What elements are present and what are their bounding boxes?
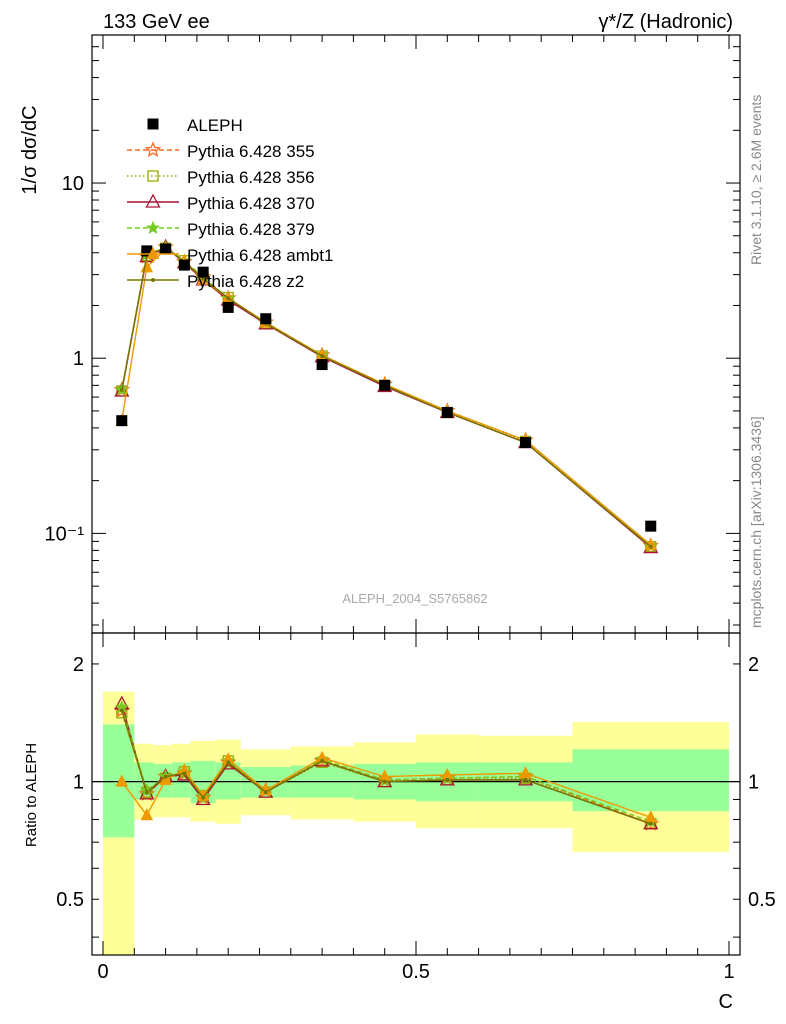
band-inner-11 <box>572 749 729 812</box>
main-ytick-label: 10 <box>62 173 84 195</box>
data-point-aleph <box>441 406 453 418</box>
ratio-uncertainty-bands <box>103 691 729 955</box>
data-point-aleph <box>260 313 272 325</box>
legend-marker-z2 <box>151 278 155 282</box>
series-line-p370 <box>121 246 652 549</box>
ratio-point-z2 <box>320 758 325 763</box>
data-point-aleph <box>116 415 128 427</box>
data-point-aleph <box>197 266 209 278</box>
series-line-p379 <box>121 246 652 547</box>
ratio-point-ambt1 <box>140 808 154 821</box>
series-point-z2 <box>648 544 653 549</box>
legend-marker-p355 <box>144 141 162 158</box>
ratio-y-axis-label: Ratio to ALEPH <box>23 743 40 847</box>
x-tick-label: 1 <box>723 961 734 983</box>
ratio-point-ambt1 <box>519 766 532 779</box>
data-point-aleph <box>160 243 172 255</box>
legend-marker-p356 <box>147 170 159 182</box>
mcplots-label: mcplots.cern.ch [arXiv:1306.3436] <box>748 416 764 628</box>
series-line-p355 <box>121 246 652 547</box>
main-ytick-label: 1 <box>73 348 84 370</box>
data-point-aleph <box>379 379 391 391</box>
watermark-analysis-id: ALEPH_2004_S5765862 <box>342 591 487 606</box>
ratio-ytick-label: 0.5 <box>56 889 84 911</box>
x-tick-label: 0.5 <box>402 961 430 983</box>
ratio-point-z2 <box>648 821 653 826</box>
ratio-panel-series <box>92 695 740 831</box>
ratio-point-z2 <box>144 790 149 795</box>
ratio-line-ambt1 <box>121 757 652 819</box>
series-point-z2 <box>320 353 325 358</box>
legend-label-p379: Pythia 6.428 379 <box>187 220 315 239</box>
series-point-z2 <box>119 387 124 392</box>
data-point-aleph <box>222 301 234 313</box>
legend-marker-ambt1 <box>146 246 160 259</box>
series-line-ambt1 <box>121 248 652 546</box>
main-ytick-label: 10⁻¹ <box>45 523 85 545</box>
ratio-point-z2 <box>445 777 450 782</box>
x-axis-label: C <box>719 991 733 1013</box>
ratio-point-z2 <box>163 774 168 779</box>
legend-marker-p379 <box>146 220 160 234</box>
series-point-z2 <box>226 296 231 301</box>
legend: ALEPH Pythia 6.428 355 Pythia 6.428 356 Pyt… <box>127 116 333 291</box>
ratio-point-z2 <box>263 790 268 795</box>
ratio-ytick-label-right: 1 <box>748 772 759 794</box>
ratio-point-ambt1 <box>115 774 129 787</box>
x-tick-label: 0 <box>97 961 108 983</box>
legend-label-z2: Pythia 6.428 z2 <box>187 272 304 291</box>
data-point-aleph <box>316 359 328 371</box>
ratio-point-z2 <box>201 795 206 800</box>
legend-label-p370: Pythia 6.428 370 <box>187 194 315 213</box>
ratio-panel-frame: 2 2 1 1 0.5 0.5 0 0.5 1 <box>56 632 776 983</box>
data-point-aleph <box>178 259 190 271</box>
ratio-ytick-label: 1 <box>73 772 84 794</box>
legend-label-aleph: ALEPH <box>187 116 243 135</box>
ratio-line-z2 <box>121 710 652 825</box>
ratio-ytick-label-right: 0.5 <box>748 889 776 911</box>
ratio-point-z2 <box>382 779 387 784</box>
data-point-aleph <box>141 245 153 257</box>
ratio-point-z2 <box>119 708 124 713</box>
band-inner-5 <box>215 762 241 800</box>
legend-marker-p370 <box>145 193 161 208</box>
rivet-label: Rivet 3.1.10, ≥ 2.6M events <box>748 95 764 265</box>
title-left: 133 GeV ee <box>103 11 210 33</box>
title-right: γ*/Z (Hadronic) <box>599 11 733 33</box>
ratio-ytick-label: 2 <box>73 654 84 676</box>
ratio-point-z2 <box>523 777 528 782</box>
data-point-aleph <box>645 520 657 532</box>
legend-label-ambt1: Pythia 6.428 ambt1 <box>187 246 333 265</box>
ratio-ytick-label-right: 2 <box>748 654 759 676</box>
main-y-axis-label: 1/σ dσ/dC <box>19 105 41 194</box>
ratio-point-z2 <box>182 771 187 776</box>
ratio-point-z2 <box>226 760 231 765</box>
series-line-p356 <box>121 247 652 548</box>
main-panel-series <box>113 238 660 554</box>
series-line-z2 <box>121 246 652 548</box>
legend-label-p355: Pythia 6.428 355 <box>187 142 315 161</box>
legend-label-p356: Pythia 6.428 356 <box>187 168 315 187</box>
main-panel-frame: 10 1 10⁻¹ <box>45 34 741 634</box>
data-point-aleph <box>520 437 532 449</box>
legend-marker-aleph <box>147 118 159 130</box>
